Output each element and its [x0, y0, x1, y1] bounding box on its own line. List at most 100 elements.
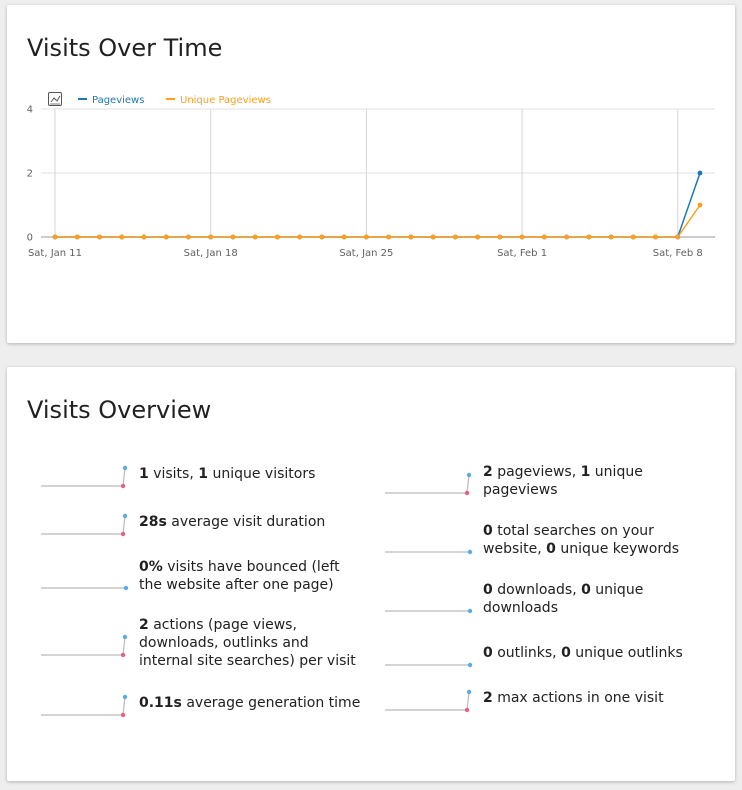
data-point [208, 234, 214, 240]
metric-value: 2 [139, 617, 149, 633]
metric-value: 28s [139, 514, 167, 530]
sparkline-point [122, 465, 128, 471]
sparkline-canvas [385, 662, 473, 668]
series-line-pageviews [55, 172, 701, 238]
sparkline-visits[interactable] [39, 464, 131, 498]
sparkline-canvas [41, 513, 128, 537]
metric-value: 2 [483, 464, 493, 480]
data-point [141, 234, 147, 240]
sparkline-pageviews[interactable] [383, 471, 475, 505]
metric-outlinks: 0 outlinks, 0 unique outlinks [483, 644, 698, 662]
data-point [497, 234, 503, 240]
data-point [230, 234, 236, 240]
metric-value: 0 [581, 582, 591, 598]
sparkline-path [41, 515, 126, 535]
data-point [675, 234, 681, 240]
sparkline-path [41, 696, 126, 716]
sparkline-actions[interactable] [39, 633, 131, 667]
sparkline-canvas [385, 472, 472, 496]
data-point [430, 234, 436, 240]
sparkline-canvas [41, 585, 129, 591]
sparkline-point [464, 490, 470, 496]
sparkline-downloads[interactable] [383, 589, 475, 623]
legend-item-pageviews[interactable]: Pageviews [78, 95, 144, 106]
sparkline-bounce[interactable] [39, 566, 131, 600]
sparkline-max-actions[interactable] [383, 688, 475, 722]
sparkline-searches[interactable] [383, 530, 475, 564]
data-point [119, 234, 125, 240]
sparkline-point [467, 549, 473, 555]
data-point [186, 234, 191, 240]
metric-label: pageviews, [492, 464, 581, 480]
sparkline-generation[interactable] [39, 693, 131, 727]
sparkline-path [385, 691, 470, 711]
data-point [319, 234, 325, 240]
metric-label: unique downloads [483, 582, 644, 616]
visits-over-time-widget: Visits Over Time 0 2 4 Sat, Jan 11 Sat, Jan … [7, 5, 735, 343]
metric-value: 0 [561, 645, 571, 661]
chart-type-icon[interactable] [48, 92, 62, 106]
x-tick-label: Sat, Jan 11 [28, 248, 82, 259]
sparkline-point [122, 634, 128, 640]
metric-generation: 0.11s average generation time [139, 694, 364, 712]
metric-value: 0 [546, 541, 556, 557]
metric-value: 1 [198, 466, 208, 482]
metric-duration: 28s average visit duration [139, 513, 364, 531]
metric-value: 2 [483, 690, 493, 706]
metric-value: 0 [483, 523, 493, 539]
metric-actions: 2 actions (page views, downloads, outlin… [139, 616, 364, 670]
data-point [653, 234, 658, 240]
sparkline-point [123, 585, 129, 591]
data-point [564, 234, 569, 240]
data-point [252, 234, 258, 240]
metric-label: visits have bounced (left the website af… [139, 559, 340, 593]
data-point [408, 234, 414, 240]
metric-label: unique keywords [555, 541, 680, 557]
sparkline-path [41, 636, 126, 656]
data-point [163, 234, 169, 240]
data-point [586, 234, 592, 240]
sparkline-canvas [385, 608, 473, 614]
data-point [275, 234, 280, 240]
data-point [52, 234, 58, 240]
metric-pageviews: 2 pageviews, 1 unique pageviews [483, 463, 698, 499]
sparkline-canvas [41, 694, 128, 718]
visits-chart[interactable]: 0 2 4 Sat, Jan 11 Sat, Jan 18 Sat, Jan 25 Sat,… [7, 5, 735, 343]
data-point [341, 234, 347, 240]
y-tick-label: 4 [27, 105, 33, 116]
data-point [74, 234, 80, 240]
sparkline-canvas [385, 689, 472, 713]
visits-overview-title: Visits Overview [27, 396, 212, 424]
sparkline-duration[interactable] [39, 512, 131, 546]
sparkline-outlinks[interactable] [383, 643, 475, 677]
legend-label: Unique Pageviews [180, 95, 271, 106]
data-point [519, 234, 525, 240]
metric-downloads: 0 downloads, 0 unique downloads [483, 581, 698, 617]
visits-over-time-title: Visits Over Time [27, 34, 223, 62]
metric-value: 1 [139, 466, 149, 482]
y-tick-label: 2 [27, 169, 33, 180]
sparkline-path [41, 467, 126, 487]
sparkline-canvas [385, 549, 473, 555]
sparkline-point [120, 483, 126, 489]
data-point [630, 234, 636, 240]
metric-label: average generation time [181, 695, 361, 711]
data-point [97, 234, 102, 240]
sparkline-point [120, 652, 126, 658]
sparkline-point [467, 608, 473, 614]
data-point [697, 202, 703, 208]
sparkline-path [385, 474, 470, 494]
data-point [697, 170, 703, 176]
sparkline-canvas [41, 465, 128, 489]
sparkline-canvas [41, 634, 128, 658]
sparkline-point [467, 662, 473, 668]
metric-label: downloads, [492, 582, 582, 598]
data-point [386, 234, 392, 240]
legend-item-unique-pageviews[interactable]: Unique Pageviews [166, 95, 271, 106]
data-point [541, 234, 547, 240]
data-point [297, 234, 303, 240]
metric-label: outlinks, [492, 645, 562, 661]
sparkline-point [466, 689, 472, 695]
data-point [363, 234, 369, 240]
metric-label: unique pageviews [483, 464, 643, 498]
